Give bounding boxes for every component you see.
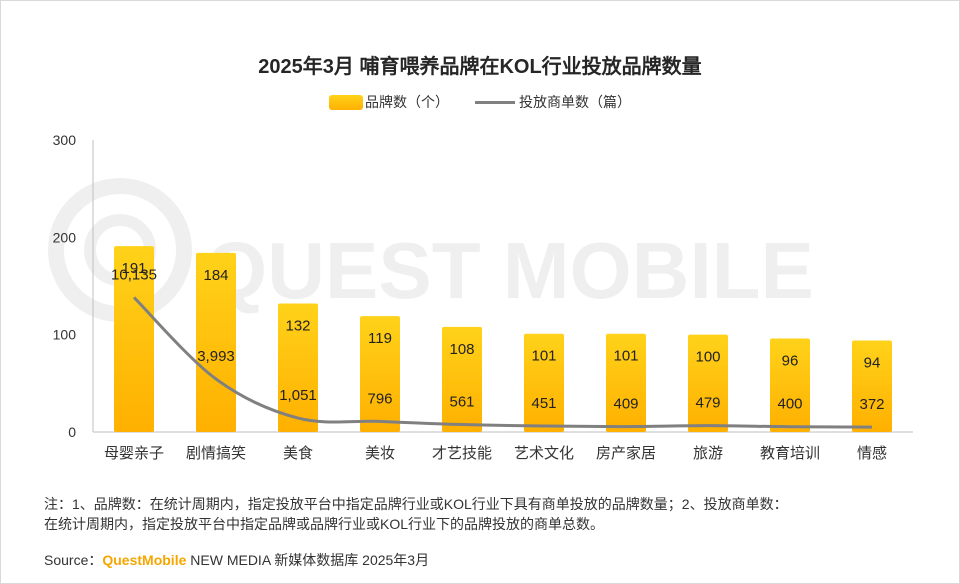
source-label: Source： xyxy=(44,552,103,568)
y-tick-label: 300 xyxy=(53,132,77,148)
chart-legend: 品牌数（个） 投放商单数（篇） xyxy=(0,92,960,112)
legend-line-label: 投放商单数（篇） xyxy=(519,94,631,110)
line-data-label: 796 xyxy=(367,390,392,407)
source-text: NEW MEDIA 新媒体数据库 2025年3月 xyxy=(186,552,430,568)
x-tick-label: 情感 xyxy=(857,445,887,462)
bar-data-label: 119 xyxy=(368,330,392,347)
bar xyxy=(442,326,482,432)
bar xyxy=(278,303,318,432)
line-series xyxy=(132,296,873,429)
legend-bar-label: 品牌数（个） xyxy=(365,94,449,110)
bar-data-label: 101 xyxy=(531,348,556,365)
bar xyxy=(852,340,892,432)
line-data-label: 400 xyxy=(777,396,802,413)
line-data-label: 451 xyxy=(531,395,556,412)
line-data-label: 1,051 xyxy=(279,387,317,404)
footnote: 注：1、品牌数：在统计周期内，指定投放平台中指定品牌行业或KOL行业下具有商单投… xyxy=(44,494,788,534)
bar-data-label: 108 xyxy=(449,341,474,358)
bar-data-label: 96 xyxy=(782,353,799,370)
source-brand: QuestMobile xyxy=(102,552,187,568)
bar xyxy=(688,334,728,432)
x-tick-label: 才艺技能 xyxy=(432,445,492,462)
bar-data-label: 132 xyxy=(285,318,310,335)
line-data-label: 561 xyxy=(449,394,474,411)
line-data-label: 10,135 xyxy=(111,266,157,283)
watermark: QUEST MOBILE xyxy=(48,178,814,322)
y-tick-label: 200 xyxy=(53,229,77,245)
x-tick-label: 旅游 xyxy=(693,445,723,462)
x-tick-label: 艺术文化 xyxy=(514,445,574,462)
line-data-label: 479 xyxy=(695,395,720,412)
y-tick-label: 0 xyxy=(68,424,76,440)
bar xyxy=(114,246,154,432)
bar xyxy=(606,333,646,432)
bar-data-label: 191 xyxy=(121,260,146,277)
footnote-line-1: 注：1、品牌数：在统计周期内，指定投放平台中指定品牌行业或KOL行业下具有商单投… xyxy=(44,496,788,512)
bar-data-label: 100 xyxy=(695,349,720,366)
footnote-line-2: 在统计周期内，指定投放平台中指定品牌或品牌行业或KOL行业下的品牌投放的商单总数… xyxy=(44,516,605,532)
bar xyxy=(770,338,810,432)
x-tick-label: 母婴亲子 xyxy=(104,445,164,462)
bar-data-label: 184 xyxy=(203,267,228,284)
bar xyxy=(524,333,564,432)
line-data-label: 372 xyxy=(859,396,884,413)
x-tick-label: 房产家居 xyxy=(596,445,656,462)
x-tick-label: 美妆 xyxy=(365,445,395,462)
chart-title: 2025年3月 哺育喂养品牌在KOL行业投放品牌数量 xyxy=(258,56,702,78)
line-data-label: 3,993 xyxy=(197,348,235,365)
legend-line-swatch xyxy=(475,100,515,104)
bar xyxy=(360,316,400,432)
x-tick-label: 教育培训 xyxy=(760,445,820,462)
x-tick-label: 剧情搞笑 xyxy=(186,445,246,462)
legend-bar-swatch xyxy=(329,94,363,110)
watermark-text: QUEST MOBILE xyxy=(205,226,814,315)
y-tick-label: 100 xyxy=(53,327,77,343)
source-line: Source：QuestMobile NEW MEDIA 新媒体数据库 2025… xyxy=(44,550,429,570)
line-data-label: 409 xyxy=(613,396,638,413)
bar-data-label: 94 xyxy=(864,355,881,372)
x-tick-label: 美食 xyxy=(283,445,313,462)
bar-data-label: 101 xyxy=(613,348,638,365)
